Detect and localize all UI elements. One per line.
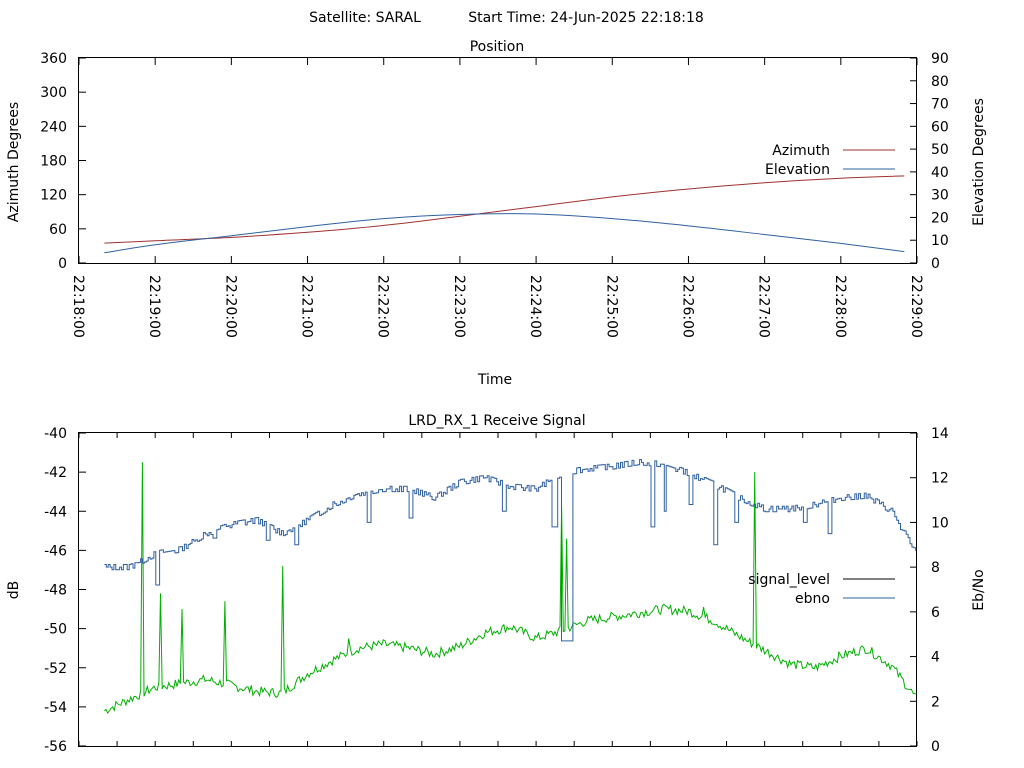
position-ytick-label: 0 [58, 256, 67, 272]
start-time-label: Start Time: 24-Jun-2025 22:18:18 [468, 10, 704, 26]
position-legend: Azimuth Elevation [765, 143, 895, 178]
position-y2tick-label: 70 [931, 97, 949, 113]
position-y2tick-label: 10 [931, 233, 949, 249]
legend-label-azimuth: Azimuth [772, 143, 830, 159]
position-plot: Position 0 60 120 180 240 300 360 0 10 20 30 40 50 60… [6, 39, 987, 388]
position-xtick-label: 22:28:00 [832, 275, 848, 338]
position-axes: 0 60 120 180 240 300 360 0 10 20 30 40 50 60 70 80 90 22:… [40, 51, 949, 338]
position-ytick-label: 60 [49, 222, 67, 238]
signal-y2tick-label: 6 [931, 605, 940, 621]
position-ytick-label: 300 [40, 85, 67, 101]
position-y2tick-label: 50 [931, 142, 949, 158]
position-ytick-label: 120 [40, 188, 67, 204]
position-y2tick-label: 60 [931, 119, 949, 135]
signal-plot: LRD_RX_1 Receive Signal -56-54-52-50-48-… [6, 413, 987, 755]
signal-y2tick-label: 4 [931, 650, 940, 666]
position-xtick-label: 22:19:00 [146, 275, 162, 338]
signal-ytick-label: -46 [44, 543, 67, 559]
position-xtick-label: 22:24:00 [527, 275, 543, 338]
position-xtick-label: 22:18:00 [70, 275, 86, 338]
position-xtick-label: 22:22:00 [375, 275, 391, 338]
signal-y2label: Eb/No [971, 569, 987, 611]
signal-ytick-label: -48 [44, 583, 67, 599]
series-line-azimuth [104, 175, 905, 244]
position-ytick-label: 240 [40, 119, 67, 135]
position-y2tick-label: 20 [931, 210, 949, 226]
signal-plot-frame [78, 432, 917, 747]
position-y2tick-label: 90 [931, 51, 949, 67]
signal-ytick-label: -54 [44, 700, 67, 716]
position-xtick-label: 22:21:00 [299, 275, 315, 338]
position-xtick-label: 22:26:00 [679, 275, 695, 338]
legend-label-signal-level: signal_level [748, 572, 830, 588]
signal-series [104, 459, 917, 714]
legend-label-elevation: Elevation [765, 162, 830, 178]
position-xtick-label: 22:27:00 [756, 275, 772, 338]
position-ytick-label: 180 [40, 154, 67, 170]
signal-y2tick-label: 10 [931, 515, 949, 531]
signal-y2tick-label: 0 [931, 739, 940, 755]
signal-title: LRD_RX_1 Receive Signal [408, 413, 585, 429]
signal-ytick-label: -52 [44, 661, 67, 677]
signal-ytick-label: -44 [44, 504, 67, 520]
signal-y2tick-label: 12 [931, 471, 949, 487]
position-y2tick-label: 80 [931, 74, 949, 90]
position-xtick-label: 22:25:00 [603, 275, 619, 338]
position-y2label: Elevation Degrees [971, 98, 987, 226]
legend-label-ebno: ebno [795, 591, 830, 607]
signal-ylabel: dB [6, 581, 22, 600]
signal-y2tick-label: 2 [931, 694, 940, 710]
signal-y2tick-label: 8 [931, 560, 940, 576]
signal-ytick-label: -56 [44, 739, 67, 755]
signal-y2tick-label: 14 [931, 426, 949, 442]
position-y2tick-label: 30 [931, 188, 949, 204]
position-ylabel: Azimuth Degrees [6, 102, 22, 222]
position-ytick-label: 360 [40, 51, 67, 67]
series-line-elevation [104, 213, 905, 254]
position-xtick-label: 22:23:00 [451, 275, 467, 338]
signal-ytick-label: -40 [44, 426, 67, 442]
position-y2tick-label: 40 [931, 165, 949, 181]
position-series [104, 175, 905, 254]
position-y2tick-label: 0 [931, 256, 940, 272]
signal-ytick-label: -42 [44, 465, 67, 481]
series-line-signal-trace [104, 462, 917, 714]
position-xtick-label: 22:20:00 [222, 275, 238, 338]
position-plot-frame [78, 57, 917, 264]
series-line-ebno [104, 459, 917, 642]
position-title: Position [470, 39, 525, 55]
position-xlabel: Time [477, 372, 512, 388]
signal-axes: -56 -54 -52 -50 -48 -46 -44 -42 -40 0 2 4 6 8 10 12 14 [44, 426, 949, 755]
satellite-label: Satellite: SARAL [309, 10, 421, 26]
signal-ytick-label: -50 [44, 622, 67, 638]
position-xtick-label: 22:29:00 [908, 275, 924, 338]
